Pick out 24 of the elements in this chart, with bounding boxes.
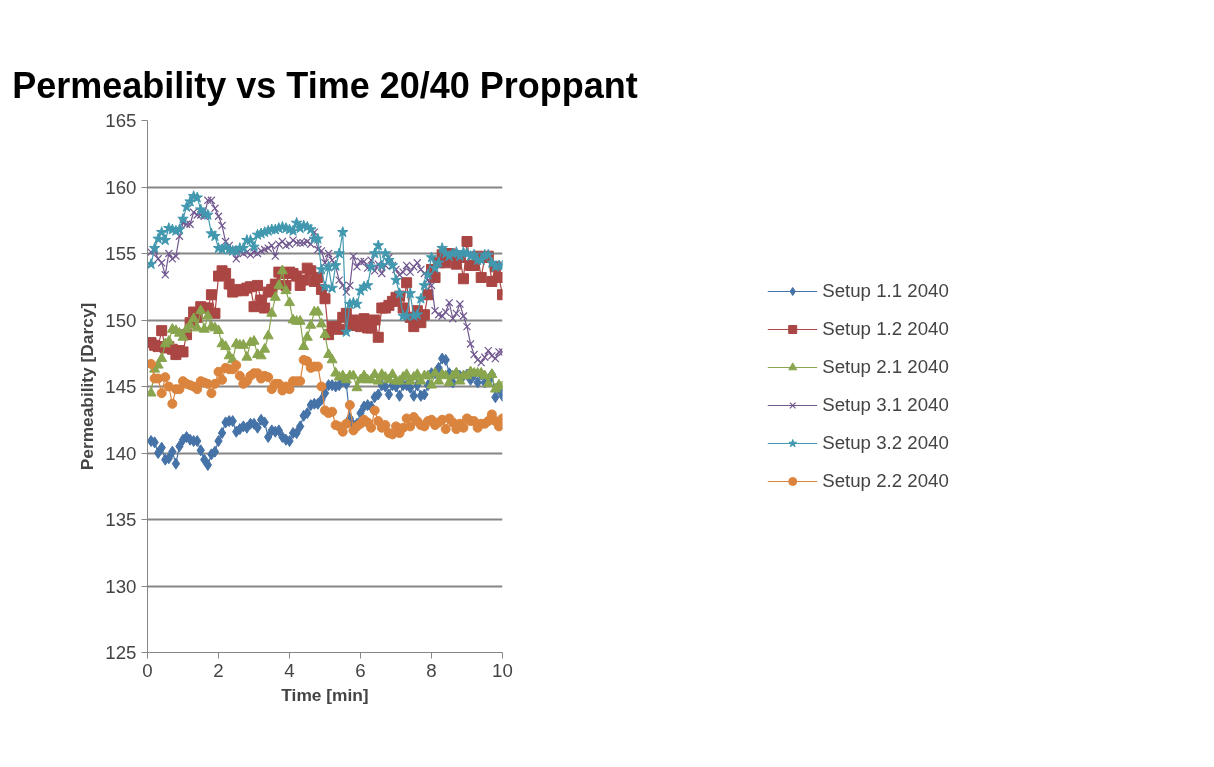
x-tick-label: 0 — [142, 659, 153, 681]
legend-label: Setup 2.1 2040 — [822, 356, 949, 378]
legend-label: Setup 3.2 2040 — [822, 432, 949, 454]
x-tick-label: 4 — [284, 659, 295, 681]
y-axis-title: Permeability [Darcy] — [77, 302, 98, 471]
x-tick-label: 8 — [426, 659, 437, 681]
y-tick-label: 125 — [105, 642, 137, 663]
legend-label: Setup 2.2 2040 — [822, 470, 949, 492]
x-axis-title: Time [min] — [281, 684, 369, 705]
y-tick-label: 140 — [105, 442, 137, 464]
y-tick-label: 165 — [105, 110, 137, 131]
y-tick-label: 160 — [105, 176, 137, 198]
y-tick-label: 130 — [105, 575, 137, 597]
x-tick-label: 6 — [355, 659, 366, 681]
legend-label: Setup 3.1 2040 — [822, 394, 949, 416]
y-tick-label: 150 — [105, 309, 137, 331]
legend-label: Setup 1.1 2040 — [822, 280, 949, 302]
x-tick-label: 10 — [492, 659, 513, 681]
chart-title: Permeability vs Time 20/40 Proppant — [12, 64, 638, 106]
x-tick-label: 2 — [213, 659, 224, 681]
y-tick-label: 145 — [105, 376, 137, 397]
y-tick-label: 135 — [105, 509, 137, 530]
y-tick-label: 155 — [105, 243, 137, 264]
legend-label: Setup 1.2 2040 — [822, 318, 949, 340]
